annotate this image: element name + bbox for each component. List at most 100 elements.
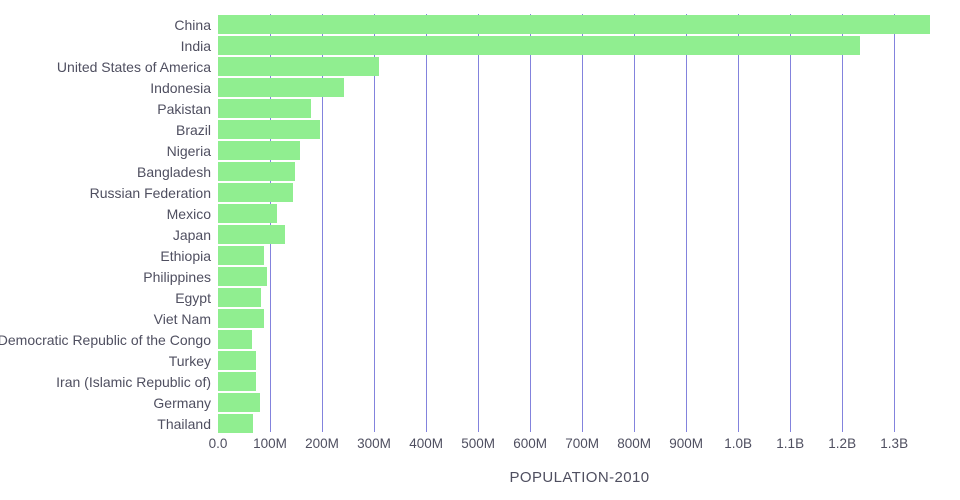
population-bar: [218, 120, 320, 139]
population-bar: [218, 183, 293, 202]
category-label: Thailand: [157, 415, 211, 432]
bar-track: [218, 78, 941, 97]
bar-track: [218, 120, 941, 139]
population-bar: [218, 36, 860, 55]
category-label: Indonesia: [150, 79, 211, 96]
population-bar: [218, 246, 264, 265]
bar-row: Philippines: [0, 266, 960, 287]
bar-row: China: [0, 14, 960, 35]
gridline: [374, 14, 375, 432]
bar-row: India: [0, 35, 960, 56]
population-bar: [218, 99, 312, 118]
x-tick-label: 500M: [461, 436, 495, 451]
population-bar: [218, 309, 264, 328]
bar-row: Japan: [0, 224, 960, 245]
bar-row: Viet Nam: [0, 308, 960, 329]
category-label: Mexico: [166, 205, 211, 222]
bar-track: [218, 267, 941, 286]
gridline: [738, 14, 740, 432]
x-tick-label: 800M: [617, 436, 651, 451]
bar-row: Ethiopia: [0, 245, 960, 266]
category-label: India: [180, 37, 211, 54]
bar-row: Mexico: [0, 203, 960, 224]
bar-row: Bangladesh: [0, 161, 960, 182]
gridline: [478, 14, 480, 432]
gridline: [686, 14, 688, 432]
gridline: [322, 14, 323, 432]
bar-track: [218, 372, 941, 391]
x-tick-label: 1.0B: [724, 436, 752, 451]
bar-row: Thailand: [0, 413, 960, 434]
category-label: China: [174, 16, 211, 33]
x-tick-label: 100M: [253, 436, 287, 451]
bar-track: [218, 36, 941, 55]
bar-row: Germany: [0, 392, 960, 413]
category-label: Japan: [172, 226, 211, 243]
bar-row: Democratic Republic of the Congo: [0, 329, 960, 350]
population-bar: [218, 141, 301, 160]
category-label: United States of America: [56, 58, 211, 75]
gridline: [790, 14, 792, 432]
gridline: [634, 14, 636, 432]
category-label: Pakistan: [157, 100, 211, 117]
category-label: Philippines: [143, 268, 211, 285]
population-bar: [218, 162, 295, 181]
bar-row: Turkey: [0, 350, 960, 371]
population-bar: [218, 288, 262, 307]
population-bar: [218, 225, 285, 244]
population-bar: [218, 57, 379, 76]
population-bar: [218, 330, 252, 349]
x-tick-label: 900M: [669, 436, 703, 451]
bar-track: [218, 393, 941, 412]
category-label: Germany: [153, 394, 211, 411]
population-bar: [218, 204, 278, 223]
bar-track: [218, 246, 941, 265]
bar-track: [218, 414, 941, 433]
category-label: Democratic Republic of the Congo: [0, 331, 211, 348]
bar-rows: China India United States of America Indone…: [0, 14, 960, 434]
gridline: [582, 14, 584, 432]
gridline: [842, 14, 844, 432]
category-label: Brazil: [175, 121, 211, 138]
bar-track: [218, 225, 941, 244]
x-tick-label: 700M: [565, 436, 599, 451]
x-tick-label: 400M: [409, 436, 443, 451]
population-bar: [218, 78, 344, 97]
x-tick-label: 200M: [305, 436, 339, 451]
gridline: [530, 14, 532, 432]
bar-track: [218, 99, 941, 118]
bar-track: [218, 351, 941, 370]
x-tick-label: 0.0: [208, 436, 228, 451]
bar-row: Indonesia: [0, 77, 960, 98]
bar-track: [218, 204, 941, 223]
x-axis: 0.0 100M 200M 300M 400M 500M 600M 700M 800M 900M 1…: [0, 436, 960, 456]
bar-row: Egypt: [0, 287, 960, 308]
bar-track: [218, 15, 941, 34]
population-bar: [218, 372, 257, 391]
bar-track: [218, 141, 941, 160]
x-tick-label: 1.1B: [776, 436, 805, 451]
x-tick-label: 300M: [357, 436, 391, 451]
population-bar: [218, 267, 267, 286]
bar-row: Brazil: [0, 119, 960, 140]
chart-title: POPULATION-2010: [509, 469, 650, 486]
bar-track: [218, 309, 941, 328]
bar-row: Iran (Islamic Republic of): [0, 371, 960, 392]
category-label: Viet Nam: [153, 310, 211, 327]
population-bar: [218, 414, 253, 433]
bar-track: [218, 330, 941, 349]
category-label: Egypt: [175, 289, 211, 306]
x-tick-label: 1.2B: [828, 436, 857, 451]
x-tick-label: 600M: [513, 436, 547, 451]
gridline: [426, 14, 428, 432]
plot-area: China India United States of America Indone…: [0, 14, 960, 434]
category-label: Nigeria: [166, 142, 211, 159]
bar-row: United States of America: [0, 56, 960, 77]
bar-row: Russian Federation: [0, 182, 960, 203]
population-bar: [218, 15, 930, 34]
bar-track: [218, 57, 941, 76]
category-label: Turkey: [168, 352, 211, 369]
population-bar: [218, 393, 260, 412]
category-label: Bangladesh: [137, 163, 211, 180]
category-label: Iran (Islamic Republic of): [56, 373, 211, 390]
